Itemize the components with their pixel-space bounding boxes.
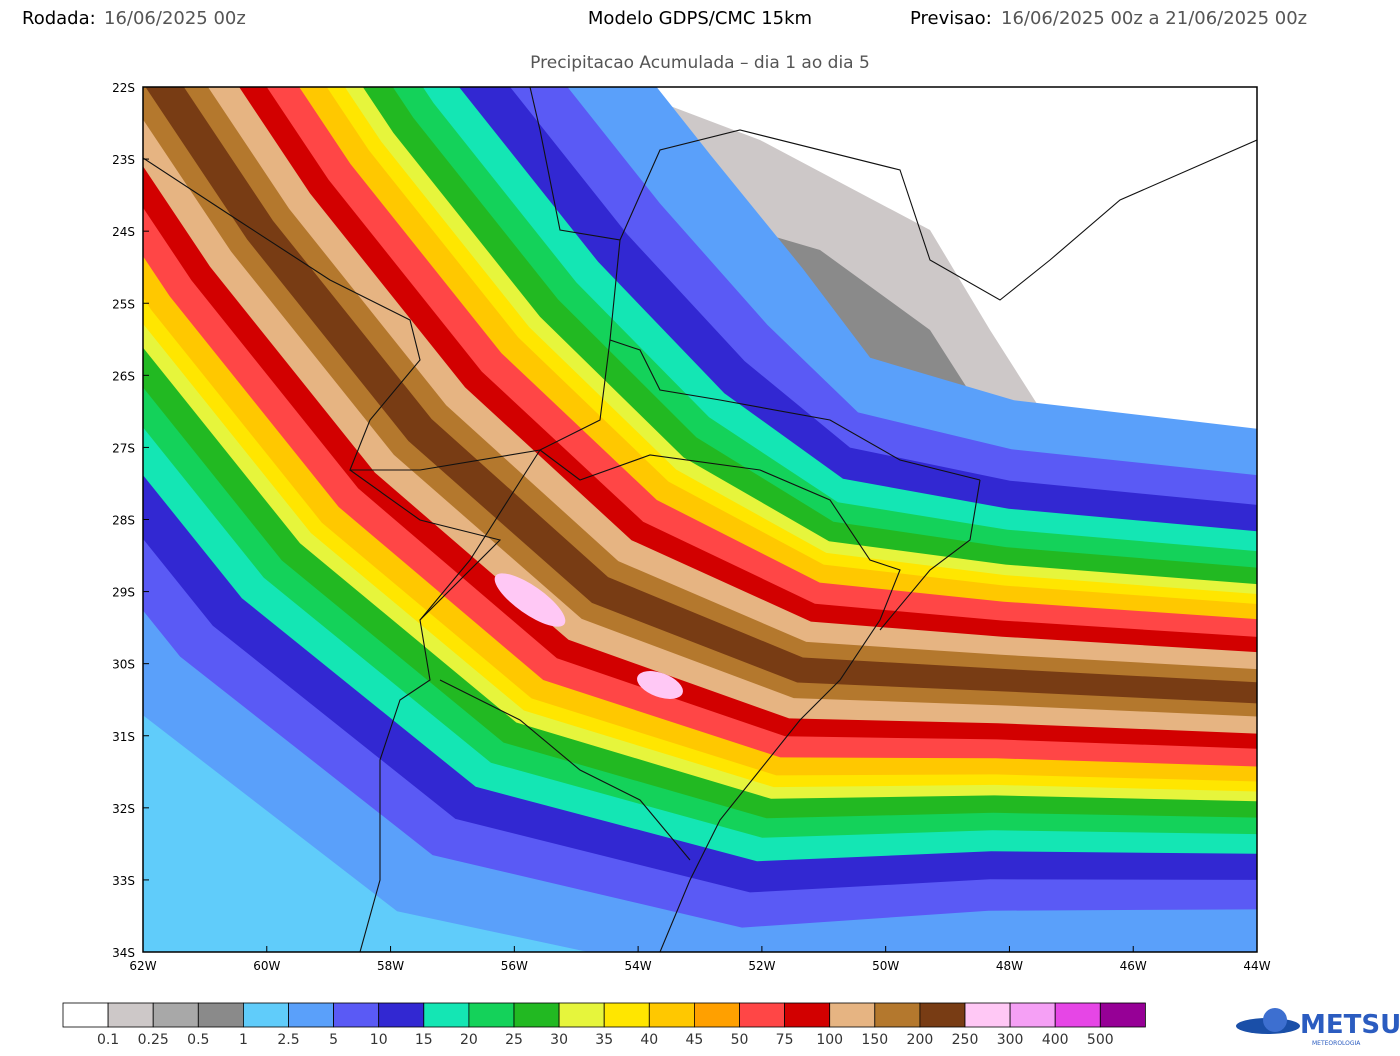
colorbar-box [152,1002,199,1028]
lon-label: 54W [625,959,652,973]
colorbar-box [874,1002,921,1028]
colorbar-label: 50 [731,1032,749,1048]
lat-label: 29S [112,586,135,600]
lon-label: 50W [872,959,899,973]
colorbar-box [107,1002,154,1028]
lon-label: 60W [253,959,280,973]
colorbar-box [468,1002,515,1028]
run-label: Rodada: [22,8,96,29]
colorbar-box [378,1002,425,1028]
logo-tagline: METEOROLOGIA [1312,1040,1361,1047]
lat-label: 27S [112,441,135,455]
colorbar-box [423,1002,470,1028]
colorbar-box [648,1002,695,1028]
rain-peak [494,573,566,627]
colorbar-label: 150 [861,1032,888,1048]
rain-peak [637,671,683,699]
field-white [620,87,1257,470]
run-value: 16/06/2025 00z [104,8,246,29]
colorbar-label: 2.5 [277,1032,299,1048]
lon-label: 62W [129,959,156,973]
lon-label: 44W [1243,959,1270,973]
colorbar-label: 75 [776,1032,794,1048]
colorbar-box [964,1002,1011,1028]
colorbar-label: 250 [952,1032,979,1048]
colorbar-label: 300 [997,1032,1024,1048]
colorbar-box [919,1002,966,1028]
subtitle: Precipitacao Acumulada – dia 1 ao dia 5 [530,53,870,73]
precipitation-field [143,87,1257,952]
colorbar-box [197,1002,244,1028]
colorbar-label: 20 [460,1032,478,1048]
colorbar-label: 200 [907,1032,934,1048]
logo-name: METSUL [1300,1010,1400,1040]
logo: METSUL METEOROLOGIA [1236,1008,1400,1047]
forecast-value: 16/06/2025 00z a 21/06/2025 00z [1001,8,1307,29]
colorbar-box [694,1002,740,1028]
lat-label: 28S [112,514,135,528]
model-title: Modelo GDPS/CMC 15km [588,8,812,29]
lat-label: 31S [112,730,135,744]
colorbar-label: 5 [329,1032,338,1048]
rain-band [143,87,1257,767]
borders [143,87,1257,952]
lat-label: 22S [112,81,135,95]
colorbar-box [242,1002,289,1028]
lat-label: 24S [112,225,135,239]
lon-label: 58W [377,959,404,973]
colorbar-label: 0.25 [138,1032,169,1048]
colorbar-label: 25 [505,1032,523,1048]
lon-label: 52W [748,959,775,973]
colorbar-box [739,1002,785,1028]
lat-label: 23S [112,153,135,167]
colorbar-box [62,1002,109,1028]
lat-label: 30S [112,658,135,672]
colorbar-label: 10 [370,1032,388,1048]
lon-label: 56W [501,959,528,973]
lat-label: 26S [112,369,135,383]
colorbar-label: 15 [415,1032,433,1048]
colorbar-label: 30 [550,1032,568,1048]
lat-label: 32S [112,802,135,816]
colorbar-box [513,1002,560,1028]
colorbar-label: 400 [1042,1032,1069,1048]
lat-label: 25S [112,297,135,311]
colorbar-box [1099,1002,1146,1028]
colorbar-label: 35 [595,1032,613,1048]
forecast-label: Previsao: [910,8,992,29]
colorbar-box [1009,1002,1056,1028]
colorbar-box [1054,1002,1101,1028]
colorbar-label: 500 [1087,1032,1114,1048]
lon-label: 46W [1120,959,1147,973]
lon-label: 48W [996,959,1023,973]
colorbar-box [333,1002,380,1028]
colorbar-label: 100 [816,1032,843,1048]
colorbar-label: 0.5 [187,1032,209,1048]
lat-label: 33S [112,874,135,888]
colorbar-label: 0.1 [97,1032,119,1048]
colorbar-box [603,1002,650,1028]
rain-band [143,87,1257,717]
colorbar-label: 1 [239,1032,248,1048]
colorbar-box [829,1002,876,1028]
lat-label: 34S [112,946,135,960]
colorbar-label: 40 [640,1032,658,1048]
colorbar-label: 45 [685,1032,703,1048]
colorbar-box [558,1002,605,1028]
colorbar-box [288,1002,334,1028]
colorbar-box [784,1002,831,1028]
